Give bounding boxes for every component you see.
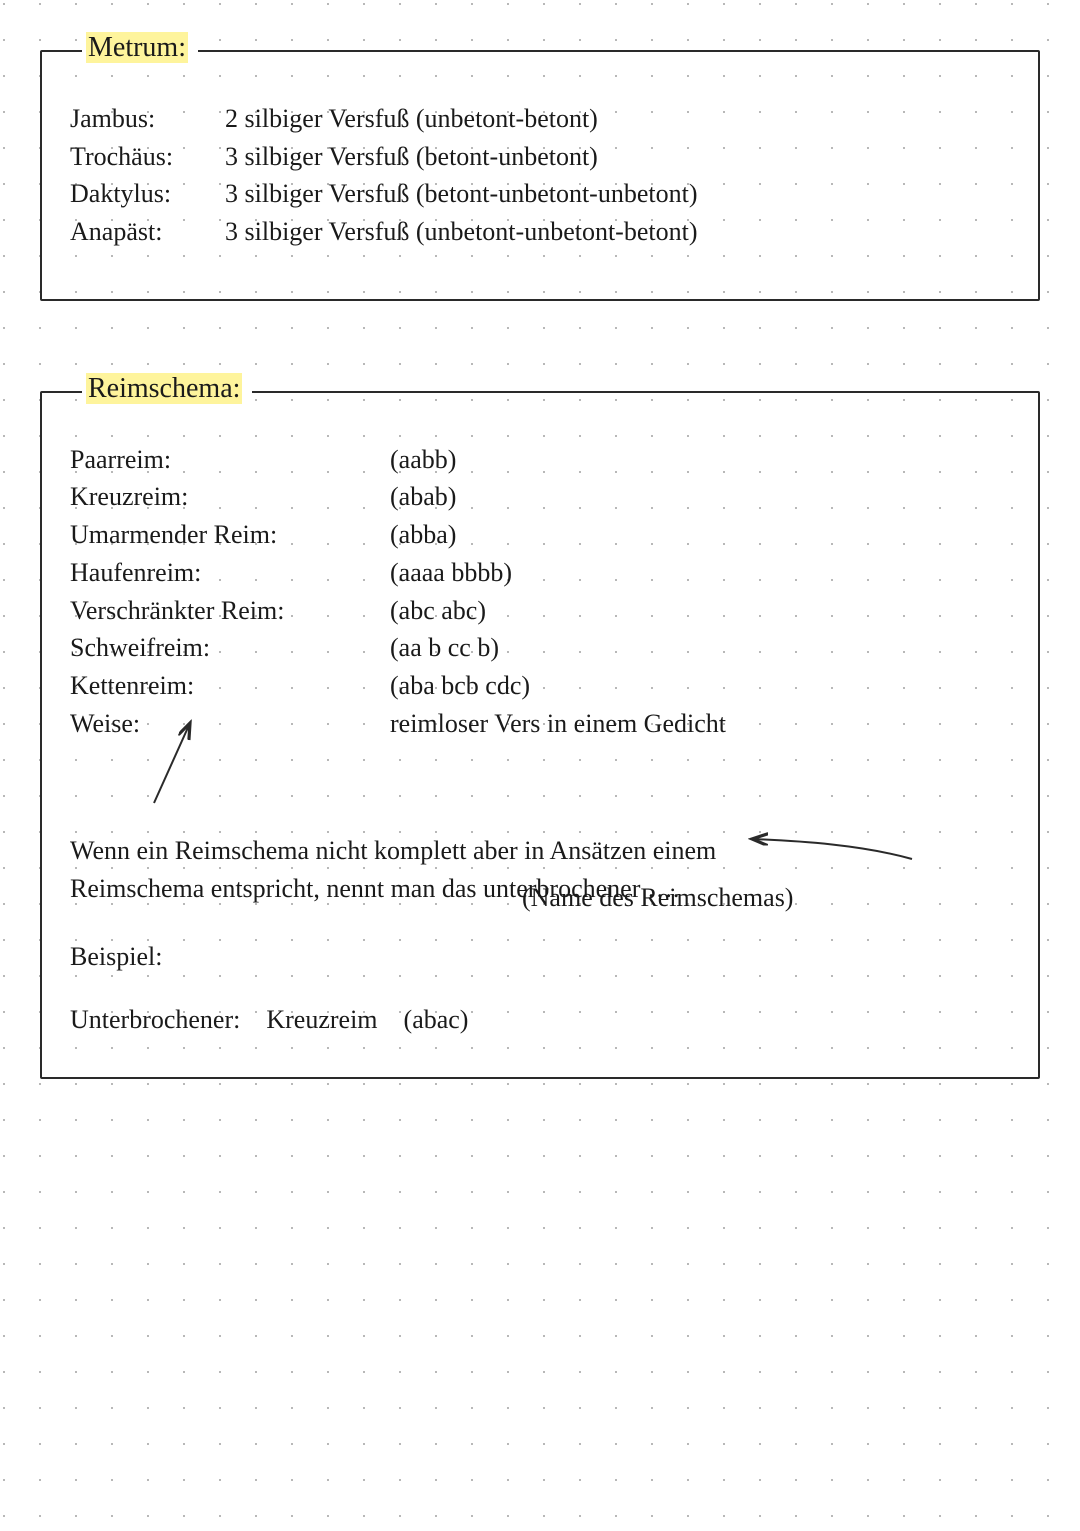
metrum-def: 3 silbiger Versfuß (betont-unbetont-unbe… bbox=[225, 175, 1010, 213]
reimschema-body: Paarreim: (aabb) Kreuzreim: (abab) Umarm… bbox=[70, 421, 1010, 1039]
metrum-term: Anapäst: bbox=[70, 213, 225, 251]
metrum-row: Trochäus: 3 silbiger Versfuß (betont-unb… bbox=[70, 138, 1010, 176]
reim-term: Kettenreim: bbox=[70, 667, 390, 705]
reim-row: Weise: reimloser Vers in einem Gedicht bbox=[70, 705, 1010, 743]
reim-row: Kreuzreim: (abab) bbox=[70, 478, 1010, 516]
reim-row: Haufenreim: (aaaa bbbb) bbox=[70, 554, 1010, 592]
reim-term: Paarreim: bbox=[70, 441, 390, 479]
reim-def: (aabb) bbox=[390, 441, 1010, 479]
reim-def: (abc abc) bbox=[390, 592, 1010, 630]
reim-row: Schweifreim: (aa b cc b) bbox=[70, 629, 1010, 667]
reimschema-box: Reimschema: Paarreim: (aabb) Kreuzreim: … bbox=[40, 391, 1040, 1079]
metrum-row: Jambus: 2 silbiger Versfuß (unbetont-bet… bbox=[70, 100, 1010, 138]
reim-def: (aa b cc b) bbox=[390, 629, 1010, 667]
reim-def: (abab) bbox=[390, 478, 1010, 516]
reim-row: Umarmender Reim: (abba) bbox=[70, 516, 1010, 554]
reim-def: (aba bcb cdc) bbox=[390, 667, 1010, 705]
reim-term: Weise: bbox=[70, 705, 390, 743]
page: Metrum: Jambus: 2 silbiger Versfuß (unbe… bbox=[0, 0, 1080, 1209]
reim-def: reimloser Vers in einem Gedicht bbox=[390, 705, 1010, 743]
reim-def: (abba) bbox=[390, 516, 1010, 554]
metrum-legend-text: Metrum: bbox=[86, 32, 188, 63]
beispiel-label: Beispiel: bbox=[70, 938, 1010, 976]
metrum-term: Daktylus: bbox=[70, 175, 225, 213]
reim-row: Paarreim: (aabb) bbox=[70, 441, 1010, 479]
metrum-term: Jambus: bbox=[70, 100, 225, 138]
note-line1: Wenn ein Reimschema nicht komplett aber … bbox=[70, 836, 716, 865]
metrum-box: Metrum: Jambus: 2 silbiger Versfuß (unbe… bbox=[40, 50, 1040, 301]
reimschema-legend-text: Reimschema: bbox=[86, 373, 242, 404]
reim-term: Schweifreim: bbox=[70, 629, 390, 667]
metrum-term: Trochäus: bbox=[70, 138, 225, 176]
example-b: Kreuzreim bbox=[266, 1001, 377, 1039]
reim-def: (aaaa bbbb) bbox=[390, 554, 1010, 592]
metrum-legend: Metrum: bbox=[82, 32, 198, 64]
metrum-def: 3 silbiger Versfuß (betont-unbetont) bbox=[225, 138, 1010, 176]
spacer bbox=[70, 742, 1010, 832]
metrum-def: 2 silbiger Versfuß (unbetont-betont) bbox=[225, 100, 1010, 138]
metrum-body: Jambus: 2 silbiger Versfuß (unbetont-bet… bbox=[70, 80, 1010, 251]
metrum-row: Daktylus: 3 silbiger Versfuß (betont-unb… bbox=[70, 175, 1010, 213]
metrum-def: 3 silbiger Versfuß (unbetont-unbetont-be… bbox=[225, 213, 1010, 251]
example-a: Unterbrochener: bbox=[70, 1001, 240, 1039]
reim-row: Verschränkter Reim: (abc abc) bbox=[70, 592, 1010, 630]
reim-term: Haufenreim: bbox=[70, 554, 390, 592]
metrum-row: Anapäst: 3 silbiger Versfuß (unbetont-un… bbox=[70, 213, 1010, 251]
example-c: (abac) bbox=[404, 1001, 469, 1039]
reim-term: Kreuzreim: bbox=[70, 478, 390, 516]
reimschema-legend: Reimschema: bbox=[82, 373, 252, 405]
annotation-name-des-reimschemas: (Name des Reimschemas) bbox=[522, 883, 793, 913]
reim-row: Kettenreim: (aba bcb cdc) bbox=[70, 667, 1010, 705]
reim-term: Umarmender Reim: bbox=[70, 516, 390, 554]
example-row: Unterbrochener: Kreuzreim (abac) bbox=[70, 1001, 1010, 1039]
reim-term: Verschränkter Reim: bbox=[70, 592, 390, 630]
